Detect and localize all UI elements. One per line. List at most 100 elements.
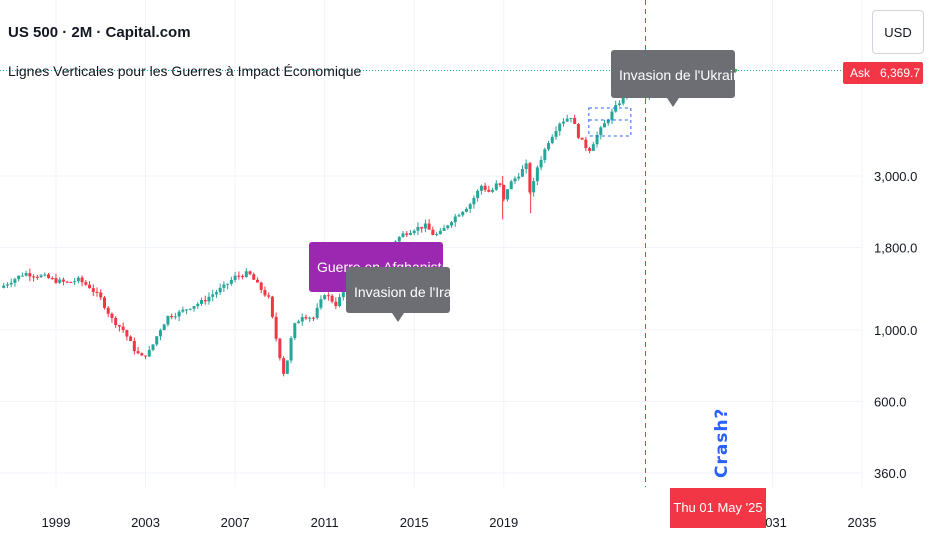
candle xyxy=(99,289,103,301)
candle-body xyxy=(550,136,554,144)
x-tick-label: 2007 xyxy=(221,515,250,530)
candle xyxy=(297,319,301,324)
candle-body xyxy=(214,292,218,295)
candle xyxy=(132,337,136,355)
candle-body xyxy=(435,234,439,236)
candle xyxy=(270,295,274,319)
candle-body xyxy=(543,149,547,160)
candle-body xyxy=(293,323,297,339)
candle-body xyxy=(132,340,136,352)
candle xyxy=(408,229,412,236)
candle-body xyxy=(88,284,92,289)
candle-body xyxy=(606,120,610,124)
candle-body xyxy=(483,185,487,190)
candle-body xyxy=(218,287,222,293)
candle xyxy=(110,312,114,323)
candle-body xyxy=(431,229,435,235)
candle-body xyxy=(237,275,241,277)
candle xyxy=(427,219,431,230)
candle-body xyxy=(297,321,301,324)
candle-body xyxy=(457,215,461,217)
candle-body xyxy=(203,300,207,302)
candle xyxy=(147,345,151,358)
candle xyxy=(255,277,259,283)
candle xyxy=(207,292,211,305)
candle-body xyxy=(397,237,401,242)
candle xyxy=(569,117,573,123)
x-tick-label: 2035 xyxy=(848,515,877,530)
candle xyxy=(539,156,543,171)
candle xyxy=(315,303,319,320)
candle-body xyxy=(502,184,506,200)
candle-body xyxy=(513,178,517,182)
candle-body xyxy=(2,285,6,288)
candle-body xyxy=(263,289,267,296)
candle-body xyxy=(319,299,323,308)
candle-body xyxy=(252,274,256,280)
candle-body xyxy=(43,274,47,276)
candle-body xyxy=(300,317,304,322)
candle xyxy=(244,268,248,278)
candle-body xyxy=(5,284,9,286)
candle xyxy=(181,306,185,313)
candle xyxy=(65,280,69,284)
candle xyxy=(35,274,39,280)
candle xyxy=(252,272,256,280)
candle-body xyxy=(554,131,558,137)
candle xyxy=(200,297,204,306)
candle xyxy=(267,292,271,299)
candle-body xyxy=(476,190,480,198)
crash-label: Crash? xyxy=(712,408,732,478)
candle xyxy=(263,286,267,297)
candle xyxy=(285,360,289,375)
candle-body xyxy=(158,330,162,337)
candle-body xyxy=(47,274,51,278)
candle-body xyxy=(304,317,308,319)
candle-body xyxy=(520,168,524,177)
symbol-title[interactable]: US 500 · 2M · Capital.com xyxy=(8,24,191,41)
candle xyxy=(173,312,177,320)
candle-body xyxy=(114,317,118,326)
annotation-text: Invasion de l'Irak xyxy=(354,284,460,300)
candle-body xyxy=(244,271,248,277)
candle-body xyxy=(517,176,521,179)
candle-body xyxy=(438,230,442,235)
candle-body xyxy=(558,123,562,132)
annotation-labels: Guerre en AfghanistanInvasion de l'IrakI… xyxy=(309,50,749,322)
indicator-title[interactable]: Lignes Verticales pour les Guerres à Imp… xyxy=(8,63,362,79)
candle-body xyxy=(99,292,103,298)
x-tick-label: 2015 xyxy=(400,515,429,530)
candle xyxy=(547,140,551,152)
currency-button[interactable]: USD xyxy=(872,10,924,54)
candle xyxy=(106,305,110,318)
candle xyxy=(561,118,565,127)
candle xyxy=(550,134,554,145)
candle xyxy=(162,323,166,331)
candle-body xyxy=(207,296,211,302)
candle-body xyxy=(32,276,36,278)
candle xyxy=(39,274,43,278)
candle xyxy=(438,228,442,235)
candle xyxy=(498,182,502,188)
candle-body xyxy=(61,279,65,282)
candle-body xyxy=(39,275,43,278)
candle-body xyxy=(125,330,129,337)
candle-body xyxy=(498,183,502,185)
candle xyxy=(457,213,461,217)
candle xyxy=(274,312,278,342)
candle-body xyxy=(267,295,271,297)
candle xyxy=(565,114,569,123)
candle xyxy=(528,161,532,195)
candle xyxy=(580,137,584,140)
candle xyxy=(323,294,327,300)
candle xyxy=(226,283,230,290)
y-tick-label: 600.0 xyxy=(874,394,907,409)
candle xyxy=(576,123,580,140)
x-axis: 1999 2003 2007 2011 2015 2019 2031 2035 xyxy=(42,515,877,530)
annotation-label: Invasion de l'Ukraine xyxy=(611,50,749,107)
annotation-pointer xyxy=(392,313,404,322)
candle xyxy=(614,100,618,113)
candle-body xyxy=(151,344,155,350)
x-tick-label: 2003 xyxy=(131,515,160,530)
